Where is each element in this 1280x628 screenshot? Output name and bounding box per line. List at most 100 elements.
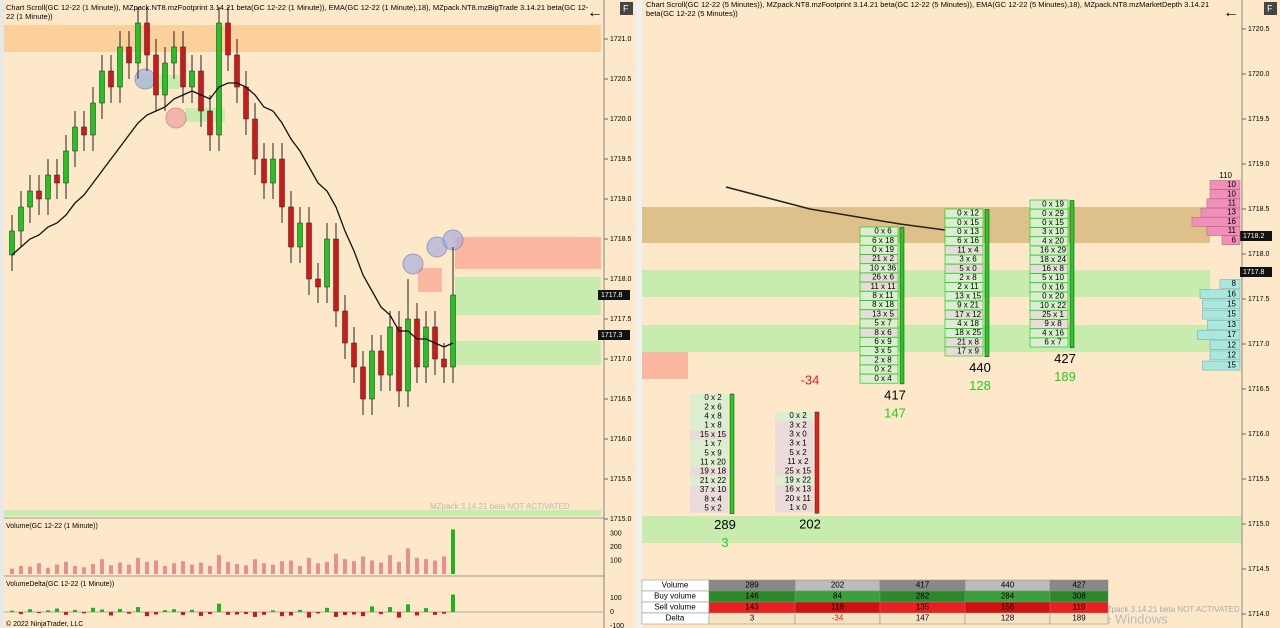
footprint-cell — [775, 429, 813, 439]
candle-body — [360, 366, 366, 400]
candle-body — [171, 46, 177, 64]
depth-bid-bar — [1202, 299, 1241, 310]
footprint-cell-text: 0 x 19 — [1042, 200, 1064, 209]
footprint-cell — [775, 494, 813, 504]
footprint-candle — [814, 411, 820, 514]
volume-bar — [262, 563, 266, 574]
panel-title: VolumeDelta(GC 12-22 (1 Minute)) — [6, 581, 114, 588]
y-tick-label: 100 — [610, 595, 622, 602]
footprint-candle — [1069, 200, 1075, 348]
candle-body — [216, 22, 222, 136]
candle-body — [279, 158, 285, 208]
table-value: 146 — [745, 592, 759, 601]
delta-bar — [379, 612, 383, 615]
footprint-cell-text: 6 x 7 — [1044, 338, 1062, 347]
f-button[interactable] — [620, 2, 633, 15]
footprint-delta: -34 — [801, 372, 820, 387]
volume-bar — [370, 560, 374, 574]
candle-body — [225, 22, 231, 56]
y-tick-label: 1719.0 — [610, 196, 632, 203]
price-marker — [1240, 267, 1272, 277]
footprint-cell — [690, 494, 728, 504]
footprint-cell — [775, 457, 813, 467]
delta-bar — [109, 612, 113, 616]
volume-bar — [235, 563, 239, 574]
footprint-cell-text: 0 x 20 — [1042, 292, 1064, 301]
delta-bar — [73, 609, 77, 612]
zone — [642, 207, 1210, 243]
footprint-cell — [775, 448, 813, 458]
volume-bar — [118, 562, 122, 574]
delta-bar — [235, 612, 239, 615]
candle-body — [387, 326, 393, 376]
candle-body — [261, 158, 267, 184]
footprint-cell-text: 16 x 29 — [1040, 246, 1067, 255]
candle-body — [333, 238, 339, 312]
footprint-cell-text: 1 x 7 — [704, 439, 722, 448]
footprint-candle — [729, 393, 735, 514]
delta-bar — [262, 612, 266, 615]
footprint-cell-text: 19 x 22 — [785, 476, 812, 485]
candle-body — [36, 190, 42, 200]
f-button-label[interactable]: F — [623, 3, 629, 13]
f-button[interactable] — [1264, 2, 1277, 15]
delta-bar — [226, 612, 230, 615]
y-tick-label: -100 — [610, 623, 624, 628]
candle-body — [18, 206, 24, 232]
scroll-arrow[interactable]: ← — [1223, 4, 1239, 21]
footprint-cell-text: 11 x 11 — [870, 282, 896, 291]
y-tick-label: 1720.5 — [1248, 26, 1270, 33]
y-tick-label: 1717.0 — [1248, 341, 1270, 348]
candle-body — [90, 102, 96, 136]
splitter[interactable] — [636, 0, 642, 628]
f-button-label[interactable]: F — [1267, 3, 1273, 13]
y-tick-label: 1714.0 — [1248, 611, 1270, 618]
depth-ask-label: 13 — [1227, 208, 1236, 217]
candle-body — [99, 70, 105, 104]
delta-bar — [334, 612, 338, 617]
y-tick-label: 1715.0 — [1248, 521, 1270, 528]
candle-body — [180, 46, 186, 88]
delta-bar — [19, 612, 23, 615]
footprint-volume: 289 — [714, 517, 736, 532]
y-tick-label: 1716.5 — [610, 396, 632, 403]
volume-bar — [109, 565, 113, 574]
footprint-cell-text: 5 x 2 — [704, 504, 722, 513]
volume-bar — [397, 561, 401, 574]
depth-ask-label: 10 — [1227, 180, 1236, 189]
delta-bar — [136, 607, 140, 612]
footprint-cell-text: 15 x 15 — [700, 430, 727, 439]
table-value: 417 — [916, 581, 930, 590]
footprint-volume: 202 — [799, 517, 821, 532]
footprint-cell-text: 8 x 18 — [872, 300, 894, 309]
footprint-cell-text: 11 x 2 — [787, 457, 809, 466]
table-value: 440 — [1001, 581, 1015, 590]
volume-bar — [289, 560, 293, 574]
delta-bar — [370, 606, 374, 612]
candle-body — [243, 86, 249, 120]
candle-body — [378, 350, 384, 376]
y-tick-label: 1714.5 — [1248, 566, 1270, 573]
zone — [455, 237, 601, 269]
footprint-cell-text: 4 x 8 — [704, 412, 722, 421]
footprint-cell-text: 17 x 9 — [957, 347, 979, 356]
candle-body — [63, 150, 69, 184]
footprint-cell-text: 10 x 22 — [1040, 301, 1067, 310]
candle-body — [189, 70, 195, 88]
y-tick-label: 1717.0 — [610, 356, 632, 363]
footprint-cell-text: 4 x 16 — [1042, 328, 1064, 337]
y-tick-label: 1716.0 — [1248, 431, 1270, 438]
table-value: -34 — [832, 614, 844, 623]
footprint-delta: 189 — [1054, 369, 1076, 384]
footprint-cell — [775, 485, 813, 495]
footprint-cell-text: 2 x 8 — [959, 273, 977, 282]
volume-bar — [406, 548, 410, 574]
footprint-cell — [690, 393, 728, 403]
candle-body — [396, 326, 402, 392]
ema-line — [725, 186, 961, 233]
scroll-arrow[interactable]: ← — [587, 4, 603, 21]
depth-ask-label: 11 — [1228, 226, 1237, 235]
footprint-cell — [690, 476, 728, 486]
footprint-cell-text: 11 x 20 — [700, 458, 726, 467]
